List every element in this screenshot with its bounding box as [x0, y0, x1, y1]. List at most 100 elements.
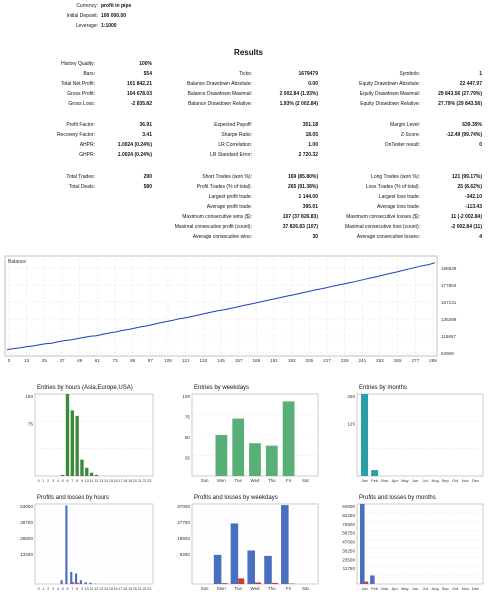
- stat-label: Gross Loss:: [68, 101, 95, 107]
- x-tick-label: 109: [164, 358, 172, 363]
- x-tick-label: Mar: [381, 586, 389, 591]
- x-tick-label: 12: [94, 587, 98, 591]
- loss-bar: [271, 582, 278, 584]
- x-tick-label: 277: [411, 358, 419, 363]
- x-tick-label: 8: [76, 587, 78, 591]
- y-tick-label: 177883: [441, 283, 457, 288]
- stat-label: Average consecutive wins:: [192, 234, 252, 240]
- stat-label: Equity Drawdown Relative:: [360, 101, 420, 107]
- x-tick-label: Sun: [201, 478, 209, 483]
- y-tick-label: 9250: [180, 552, 191, 557]
- plot-frame: [4, 255, 438, 357]
- plot-frame: [356, 393, 484, 477]
- x-tick-label: 1: [42, 587, 44, 591]
- x-tick-label: 5: [62, 587, 64, 591]
- x-tick-label: 265: [394, 358, 402, 363]
- stat-label: AHPR:: [79, 142, 95, 148]
- x-tick-label: Thu: [268, 586, 276, 591]
- profit-bar: [360, 504, 365, 584]
- y-tick-label: 27750: [177, 520, 190, 525]
- stat-value: 1.00: [308, 142, 318, 148]
- stat-label: Balance Drawdown Maximal:: [187, 91, 252, 97]
- x-tick-label: 217: [323, 358, 331, 363]
- x-tick-label: 23: [147, 479, 151, 483]
- x-tick-label: 4: [57, 587, 59, 591]
- x-tick-label: 17: [118, 587, 122, 591]
- x-tick-label: 14: [104, 587, 108, 591]
- x-tick-label: 23: [147, 587, 151, 591]
- x-tick-label: 205: [305, 358, 313, 363]
- x-tick-label: 11: [90, 587, 94, 591]
- y-tick-label: 58750: [342, 531, 355, 536]
- y-tick-label: 94908: [441, 351, 454, 356]
- x-tick-label: Wed: [251, 586, 261, 591]
- profits-losses-by-hours-chart: Profits and losses by hours5300039750265…: [20, 495, 154, 591]
- x-tick-label: Feb: [371, 586, 379, 591]
- x-tick-label: 8: [76, 479, 78, 483]
- x-tick-label: Mon: [217, 478, 226, 483]
- x-tick-label: 9: [81, 587, 83, 591]
- stat-label: Maximum consecutive losses ($):: [346, 214, 420, 220]
- x-tick-label: 229: [341, 358, 349, 363]
- x-tick-label: 10: [85, 479, 89, 483]
- bar: [265, 445, 278, 476]
- x-tick-label: May: [401, 586, 409, 591]
- stat-label: Profit Factor:: [66, 122, 95, 128]
- x-tick-label: 37: [59, 358, 65, 363]
- x-tick-label: Sep: [442, 586, 450, 591]
- bar: [215, 435, 228, 476]
- profits-losses-by-weekdays-chart: Profits and losses by weekdays 37000 27750…: [177, 495, 319, 591]
- profit-bar: [60, 580, 63, 584]
- x-tick-label: Mon: [217, 586, 226, 591]
- bar: [361, 394, 369, 476]
- x-tick-label: 22: [143, 587, 147, 591]
- chart-title: Profits and losses by weekdays: [194, 495, 278, 501]
- y-tick-label: 23500: [342, 557, 355, 562]
- x-tick-label: 13: [24, 358, 30, 363]
- y-tick-label: 18500: [177, 536, 190, 541]
- profit-bar: [74, 573, 78, 584]
- bar: [70, 410, 75, 476]
- x-tick-label: 85: [130, 358, 136, 363]
- y-tick-label: 50: [185, 435, 191, 440]
- x-tick-label: Feb: [371, 478, 379, 483]
- x-tick-label: 11: [90, 479, 94, 483]
- x-tick-label: 2: [47, 587, 49, 591]
- stat-value: 554: [143, 71, 152, 77]
- stat-value: 107 (37 826.83): [282, 214, 318, 220]
- loss-bar: [72, 582, 75, 584]
- stat-value: 11 (-2 002.84): [450, 214, 482, 220]
- x-tick-label: Oct: [452, 478, 459, 483]
- x-tick-label: Nov: [462, 586, 469, 591]
- stat-value: 1.0024 (0.24%): [117, 152, 152, 158]
- stat-label: GHPR:: [79, 152, 95, 158]
- header-value: 1:1000: [101, 23, 117, 29]
- x-tick-label: 3: [52, 587, 54, 591]
- x-tick-label: 97: [148, 358, 154, 363]
- bar: [249, 443, 261, 476]
- entries-by-weekdays-chart: Entries by weekdays 100 75 50 25 Sun Mon Tue Wed…: [182, 385, 319, 483]
- y-tick-label: 26500: [20, 536, 33, 541]
- x-tick-label: 7: [71, 479, 73, 483]
- stat-value: 4: [479, 234, 482, 240]
- x-tick-label: 289: [429, 358, 437, 363]
- x-tick-label: Apr: [392, 586, 399, 591]
- x-tick-label: 12: [94, 479, 98, 483]
- stat-value: -2 002.84 (11): [450, 224, 482, 230]
- stat-value: 1679479: [298, 71, 318, 77]
- stat-label: LR Standard Error:: [210, 152, 252, 158]
- loss-bar: [221, 583, 228, 584]
- stat-label: Z-Score:: [400, 132, 420, 138]
- plot-frame: [34, 503, 154, 585]
- x-tick-label: 7: [71, 587, 73, 591]
- x-tick-label: Jan: [361, 586, 367, 591]
- profits-losses-by-months-chart: Profits and losses by months 94000 82250 70…: [342, 495, 484, 591]
- profit-bar: [247, 550, 255, 584]
- stat-label: Margin Level:: [389, 122, 420, 128]
- profit-bar: [213, 554, 222, 584]
- y-tick-label: 136399: [441, 317, 457, 322]
- bar: [89, 472, 94, 476]
- x-tick-label: 157: [235, 358, 243, 363]
- x-tick-label: Jul: [422, 478, 427, 483]
- plot-frame: [356, 503, 484, 585]
